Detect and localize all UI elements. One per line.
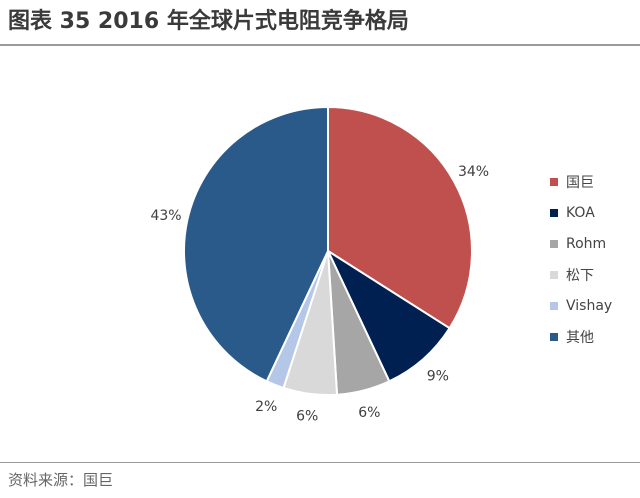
footer-divider	[0, 462, 640, 463]
legend-swatch	[550, 177, 558, 186]
pie-slice-koa	[327, 250, 451, 383]
figure-title: 图表 35 2016 年全球片式电阻竞争格局	[8, 9, 409, 34]
legend-item-koa: KOA	[550, 197, 612, 228]
legend-label: 国巨	[566, 174, 594, 191]
data-label-koa: 9%	[427, 369, 449, 385]
pie-slices	[183, 106, 473, 397]
legend-item-rohm: Rohm	[550, 228, 612, 259]
pie-slice-其他	[183, 106, 329, 383]
data-label-其他: 43%	[150, 208, 181, 224]
data-label-rohm: 6%	[358, 405, 380, 421]
data-label-国巨: 34%	[458, 164, 489, 180]
legend-label: 松下	[566, 267, 594, 284]
data-labels: 34% 9% 6% 6% 2% 43%	[150, 164, 489, 425]
legend-label: 其他	[566, 329, 594, 346]
legend-item-松下: 松下	[550, 259, 612, 290]
pie-chart: 34% 9% 6% 6% 2% 43%	[150, 106, 489, 425]
legend-item-vishay: Vishay	[550, 290, 612, 321]
legend-label: KOA	[566, 204, 595, 221]
legend: 国巨 KOA Rohm 松下 Vishay 其他	[550, 166, 612, 352]
legend-label: Rohm	[566, 235, 607, 252]
legend-item-其他: 其他	[550, 321, 612, 352]
data-label-vishay: 2%	[255, 399, 277, 415]
legend-swatch	[550, 332, 558, 341]
legend-swatch	[550, 270, 558, 279]
source-note: 资料来源：国巨	[8, 471, 114, 489]
legend-item-国巨: 国巨	[550, 166, 612, 197]
legend-swatch	[550, 239, 558, 248]
legend-swatch	[550, 301, 558, 310]
data-label-松下: 6%	[296, 409, 318, 425]
legend-label: Vishay	[566, 297, 613, 314]
legend-swatch	[550, 208, 558, 217]
title-divider	[0, 44, 640, 46]
